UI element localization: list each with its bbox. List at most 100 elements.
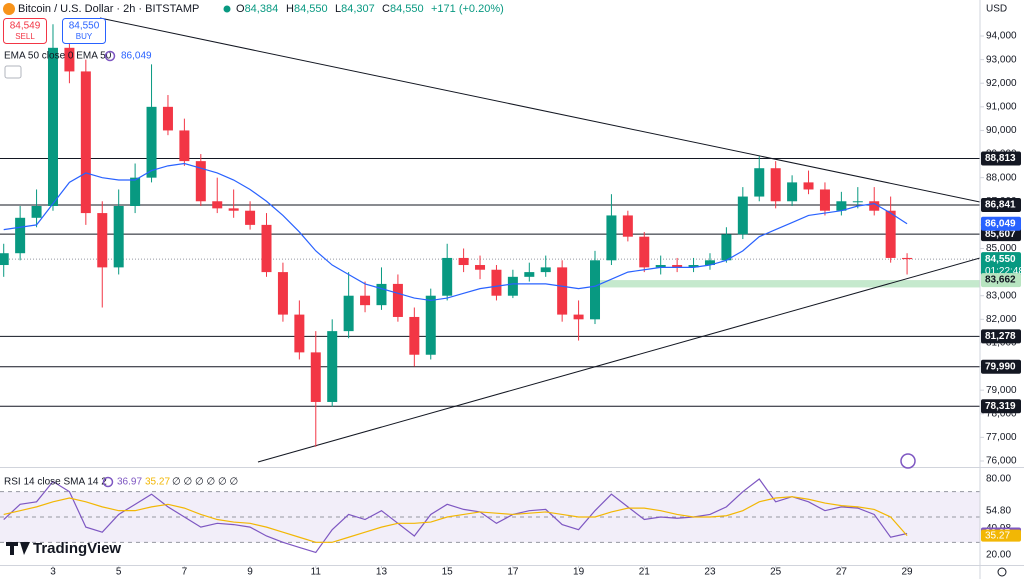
alert-icon[interactable]: [900, 453, 916, 469]
x-tick-label: 3: [50, 567, 56, 578]
ema-legend: EMA 50 close 0 EMA 50: [4, 51, 112, 62]
candle-body: [655, 265, 666, 268]
candle-body: [754, 168, 765, 197]
y-tick-label: 83,000: [986, 290, 1017, 301]
buy-price[interactable]: 84,550: [69, 21, 100, 32]
y-tick-label: 94,000: [986, 31, 1017, 42]
symbol-icon: [3, 3, 15, 15]
indicator-icon[interactable]: [104, 50, 116, 62]
rsi-tick-label: 80.00: [986, 474, 1011, 485]
y-tick-label: 76,000: [986, 456, 1017, 467]
ema-value: 86,049: [121, 51, 152, 62]
candle-body: [442, 257, 453, 296]
y-tick-label: 93,000: [986, 54, 1017, 65]
price-pane: [0, 17, 980, 463]
sell-label[interactable]: SELL: [15, 32, 35, 41]
candle-body: [212, 201, 223, 209]
price-label: 88,813: [985, 153, 1016, 164]
candle-body: [869, 201, 880, 211]
price-label-box: [981, 216, 1021, 231]
price-label: 78,319: [985, 401, 1016, 412]
x-tick-label: 9: [247, 567, 253, 578]
candle-body: [343, 295, 354, 332]
candle-body: [721, 234, 732, 261]
price-label: 79,990: [985, 361, 1016, 372]
y-tick-label: 90,000: [986, 125, 1017, 136]
y-tick-label: 82,000: [986, 314, 1017, 325]
candle-body: [113, 205, 124, 268]
candle-body: [130, 177, 141, 206]
rsi-tick-label: 54.80: [986, 506, 1011, 517]
ohlc-key: L: [335, 3, 341, 15]
candle-body: [836, 201, 847, 211]
price-label-box: [981, 151, 1021, 166]
candle-body: [458, 257, 469, 266]
trendline: [99, 17, 980, 203]
settings-icon[interactable]: [997, 567, 1007, 577]
overlay: Bitcoin / U.S. Dollar · 2h · BITSTAMP O8…: [3, 3, 1007, 577]
y-tick-label: 79,000: [986, 385, 1017, 396]
rsi-line: [3, 478, 908, 554]
price-label-box: [981, 273, 1021, 288]
candle-body: [803, 182, 814, 190]
candle-body: [672, 265, 683, 268]
ohlc-high: H84,550: [286, 3, 328, 15]
rsi-legend: RSI 14 close SMA 14 2: [4, 477, 107, 488]
y-tick-label: 91,000: [986, 101, 1017, 112]
candle-body: [590, 260, 601, 320]
x-tick-label: 29: [902, 567, 914, 578]
x-tick-label: 15: [442, 567, 454, 578]
rsi-value: 36.97: [117, 477, 142, 488]
rsi-label: 35.27: [985, 530, 1010, 541]
buy-button[interactable]: [62, 18, 106, 44]
candle-body: [606, 215, 617, 261]
candle-body: [491, 269, 502, 296]
candle-body: [704, 260, 715, 266]
candle-body: [80, 71, 91, 214]
ohlc-key: H: [286, 3, 294, 15]
logo-icon: [6, 542, 30, 555]
indicator-icon[interactable]: [102, 476, 114, 488]
trendline: [257, 257, 980, 463]
currency: USD: [986, 4, 1007, 15]
candle-body: [179, 130, 190, 162]
x-tick-label: 13: [376, 567, 388, 578]
candle-body: [294, 314, 305, 353]
ohlc-value: 84,550: [390, 3, 424, 15]
collapse-button[interactable]: [4, 65, 22, 79]
ema-line: [3, 162, 908, 302]
candle-body: [852, 201, 863, 203]
rsi-tick-label: 20.00: [986, 550, 1011, 561]
x-tick-label: 23: [704, 567, 716, 578]
x-tick-label: 19: [573, 567, 585, 578]
candle-body: [360, 295, 371, 306]
support-zone: [600, 280, 980, 288]
x-tick-label: 27: [836, 567, 848, 578]
buy-label[interactable]: BUY: [76, 32, 93, 41]
candle-body: [902, 257, 913, 260]
price-label: 81,278: [985, 331, 1016, 342]
candle-body: [195, 161, 206, 202]
x-tick-label: 5: [116, 567, 122, 578]
x-tick-label: 17: [507, 567, 519, 578]
candle-body: [310, 352, 321, 402]
candle-body: [425, 295, 436, 355]
candle-body: [540, 267, 551, 273]
sell-button[interactable]: [3, 18, 47, 44]
ohlc-value: 84,550: [294, 3, 328, 15]
candle-body: [277, 272, 288, 315]
candle-body: [409, 316, 420, 355]
candle-body: [327, 331, 338, 402]
candle-body: [737, 196, 748, 235]
candle-body: [64, 47, 75, 72]
x-tick-label: 25: [770, 567, 782, 578]
y-tick-label: 77,000: [986, 432, 1017, 443]
candle-body: [97, 213, 108, 268]
price-label-box: [981, 399, 1021, 414]
logo-text: TradingView: [33, 540, 121, 557]
sell-price[interactable]: 84,549: [10, 21, 41, 32]
candle-body: [622, 215, 633, 237]
candle-body: [392, 283, 403, 317]
price-label-box: [981, 359, 1021, 374]
